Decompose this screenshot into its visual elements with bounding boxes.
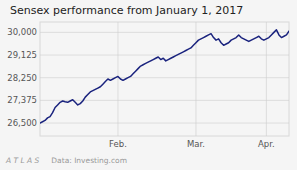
grid-line-y [40, 77, 289, 78]
grid-line-y [40, 55, 289, 56]
chart: 26,500 27,375 28,250 29,125 30,000 Feb. Mar. Ap… [0, 0, 297, 170]
annotation: Data: Investing.com [51, 156, 127, 165]
x-tick-label: Apr. [258, 139, 275, 149]
annotation: A T L A S [5, 156, 40, 165]
grid-line-y [40, 32, 289, 33]
x-tick-label: Feb. [109, 139, 127, 149]
grid-line-y [40, 123, 289, 124]
y-tick-label: 26,500 [7, 118, 37, 128]
y-tick-label: 29,125 [7, 50, 37, 60]
plot-frame [40, 22, 289, 136]
y-tick-label: 28,250 [7, 73, 37, 83]
grid-line-x [117, 22, 118, 136]
grid-line-y [40, 100, 289, 101]
x-tick-label: Mar. [187, 139, 205, 149]
y-tick-label: 30,000 [7, 27, 37, 37]
title: Sensex performance from January 1, 2017 [10, 4, 243, 17]
background [0, 0, 297, 170]
plot-area [40, 30, 289, 123]
line [40, 30, 289, 123]
y-tick-label: 27,375 [7, 95, 37, 105]
grid-line-x [195, 22, 196, 136]
